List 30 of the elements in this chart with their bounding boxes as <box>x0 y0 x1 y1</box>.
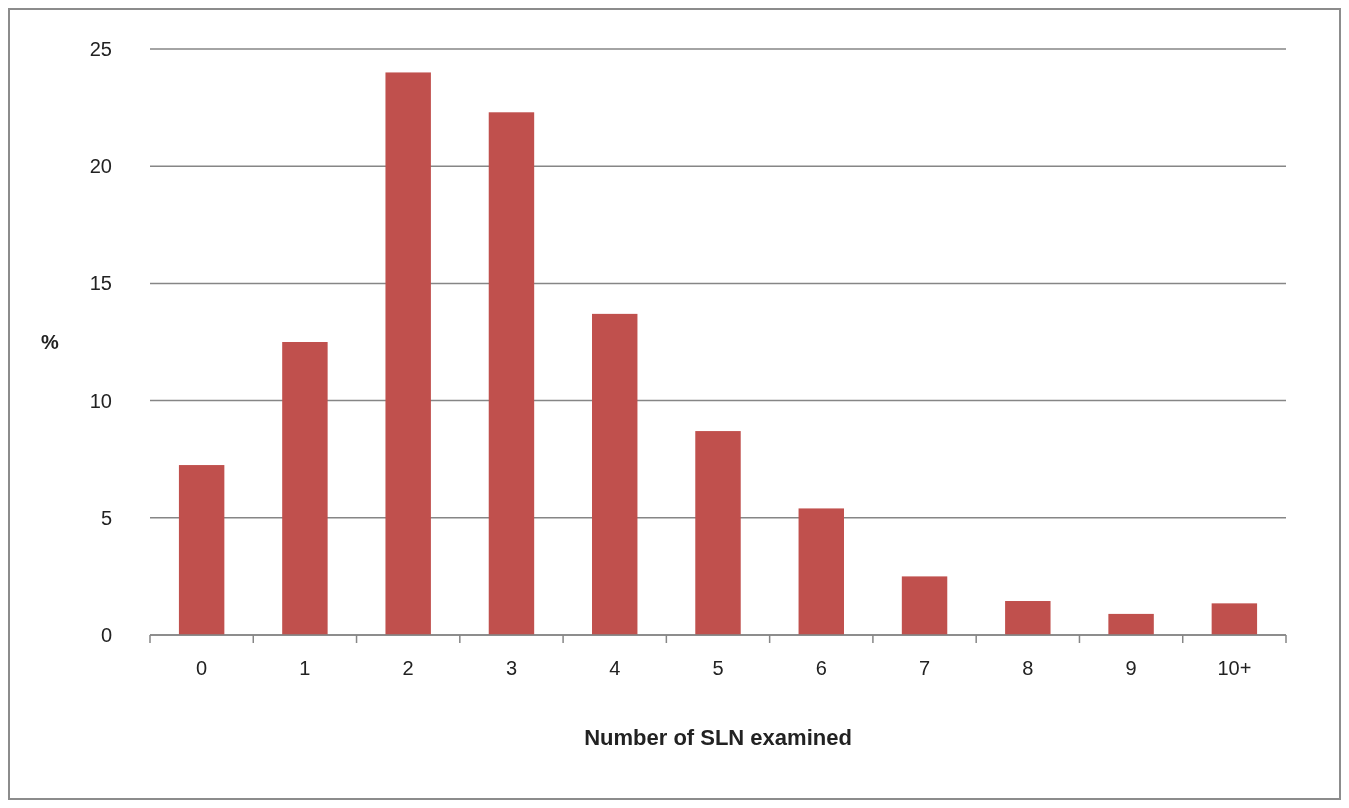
x-tick-label: 7 <box>918 657 931 679</box>
x-tick-label: 0 <box>196 657 208 679</box>
x-tick-label: 8 <box>1022 657 1034 679</box>
bar <box>1108 613 1154 635</box>
y-tick-label: 15 <box>89 272 112 295</box>
y-tick-label: 10 <box>89 389 112 412</box>
y-tick-label: 25 <box>89 38 112 60</box>
bar <box>695 431 741 635</box>
x-tick-label: 6 <box>815 657 827 679</box>
bar <box>385 72 431 635</box>
x-tick-label: 5 <box>712 657 724 679</box>
bar <box>798 508 844 635</box>
bar <box>1211 603 1258 635</box>
y-tick-label: 5 <box>100 506 112 529</box>
x-axis-title: Number of SLN examined <box>584 725 852 750</box>
bar <box>488 112 535 635</box>
bar <box>592 313 638 635</box>
x-tick-label: 4 <box>609 657 621 679</box>
bar <box>282 342 328 635</box>
y-axis-title: % <box>41 331 60 353</box>
x-tick-label: 9 <box>1125 657 1137 679</box>
bar <box>178 465 225 635</box>
x-tick-label: 10+ <box>1217 657 1252 679</box>
bar <box>1005 601 1051 635</box>
y-tick-label: 20 <box>89 155 112 178</box>
x-tick-label: 2 <box>402 657 414 679</box>
bar <box>901 576 948 635</box>
x-tick-label: 3 <box>505 657 518 679</box>
x-tick-label: 1 <box>299 657 311 679</box>
y-tick-label: 0 <box>100 624 112 646</box>
